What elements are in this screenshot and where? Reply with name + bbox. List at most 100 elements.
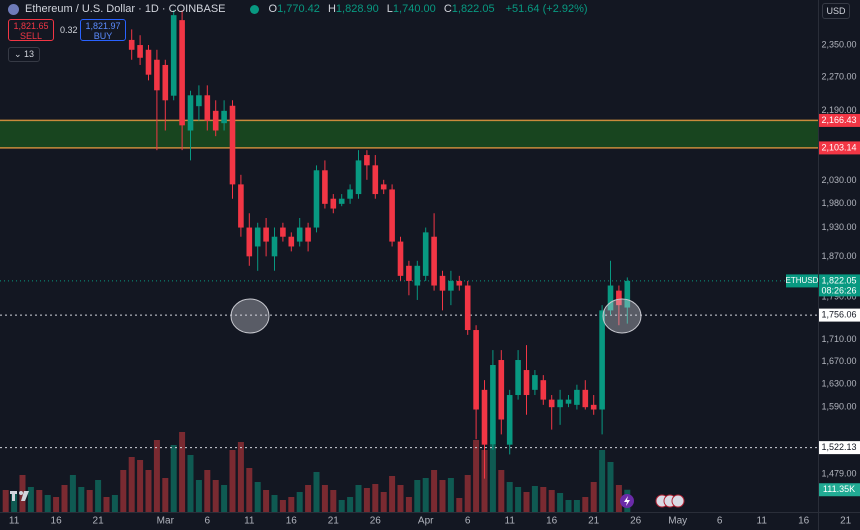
volume-bar (86, 490, 93, 512)
candle-body (590, 404, 597, 410)
volume-bar (506, 482, 513, 512)
countdown: 08:26:26 (821, 285, 856, 295)
volume-bar (204, 470, 211, 512)
buy-button[interactable]: 1,821.97 BUY (80, 19, 126, 41)
candle-body (490, 365, 496, 445)
volume-bar (313, 472, 320, 512)
axes: 11 16 21 Mar 6 11 16 21 26 Apr 6 11 16 21 26 May 6 11 16 21… (9, 39, 860, 527)
x-tick-label: 16 (546, 516, 558, 527)
volume-bar (607, 462, 614, 512)
symbol-title[interactable]: Ethereum / U.S. Dollar · 1D · COINBASE (25, 3, 226, 15)
volume-bar (120, 470, 127, 512)
volume-bar (36, 490, 43, 512)
candle-body (128, 39, 135, 50)
ohlc-value: 1,828.90 (335, 3, 379, 15)
volume-bar (212, 480, 219, 512)
candle-body (557, 399, 563, 408)
trade-panel: 1,821.65 SELL 0.32 1,821.97 BUY (8, 19, 126, 41)
candle-body (137, 45, 143, 58)
candle-body (355, 160, 362, 195)
candle-body (473, 330, 479, 410)
indicators-toggle[interactable]: ⌄ 13 (8, 47, 41, 62)
volume-bar (473, 440, 480, 512)
volume-bar (246, 468, 253, 512)
volume-bar (53, 497, 60, 512)
volume-bar (565, 500, 572, 512)
ohlc-values: O1,770.42 H1,828.90 L1,740.00 C1,822.05 (269, 3, 500, 15)
candle-body (330, 198, 337, 209)
volume-bar (422, 478, 429, 512)
volume-bar (11, 492, 18, 512)
candle-body (380, 184, 387, 190)
zone-top-label-bg (819, 113, 860, 127)
volume-bar (27, 487, 34, 512)
volume-bar (279, 500, 286, 512)
y-tick-label: 2,270.00 (821, 72, 856, 82)
symbol-tag: ETHUSD (786, 276, 819, 285)
volume-bar (44, 495, 51, 512)
x-tick-label: 11 (757, 516, 768, 527)
candle-body (162, 64, 169, 101)
volume-bar (355, 485, 362, 512)
symbol-logo (8, 3, 19, 15)
x-tick-label: 11 (505, 516, 516, 527)
candle-body (523, 370, 530, 396)
candle-body (212, 110, 219, 131)
x-tick-label: 11 (9, 516, 20, 527)
ohlc-key: C (443, 3, 452, 15)
level-label-bg (819, 441, 860, 455)
candle-body (439, 275, 446, 291)
volume-bar (582, 497, 589, 512)
candle-body (338, 198, 345, 204)
candle-body (246, 227, 253, 257)
x-tick-label: May (668, 516, 687, 527)
volume-bar (414, 480, 421, 512)
indicator-count: 13 (24, 49, 35, 59)
volume-bar (128, 457, 135, 512)
volume-bar (162, 478, 169, 512)
volume-bar (296, 492, 303, 512)
volume-bar (447, 478, 454, 512)
candle-body (506, 395, 513, 445)
zone-top-label: 2,166.43 (821, 115, 856, 125)
volume-bar (363, 488, 370, 512)
symbol-tag-bg (786, 274, 818, 288)
x-tick-label: 16 (798, 516, 810, 527)
x-tick-label: 21 (328, 516, 340, 527)
y-tick-label: 1,630.00 (821, 379, 856, 389)
y-tick-label: 2,190.00 (821, 105, 856, 115)
volume-bar (372, 484, 379, 512)
volume-bar (557, 493, 564, 512)
volume-bar (548, 490, 555, 512)
y-tick-label: 1,479.00 (821, 469, 856, 479)
volume-bar (254, 482, 261, 512)
visibility-toggle[interactable] (249, 4, 259, 14)
candle-body (238, 184, 244, 228)
volume-bar (237, 442, 244, 512)
volume-label: 111.35K (823, 484, 855, 494)
ohlc-key: O (268, 3, 278, 15)
ohlc-value: 1,822.05 (451, 3, 495, 15)
y-tick-label: 1,590.00 (821, 402, 856, 412)
x-tick-label: 6 (465, 516, 471, 527)
candle-body (364, 155, 370, 166)
candle-body (187, 95, 194, 131)
candle-body (397, 241, 404, 276)
spread: 0.32 (60, 25, 78, 35)
sell-button[interactable]: 1,821.65 SELL (8, 19, 54, 41)
candle-body (624, 280, 631, 308)
last-price-label-bg (819, 274, 860, 297)
sell-label: SELL (19, 31, 43, 41)
candle-body (431, 236, 437, 286)
buy-price: 1,821.97 (85, 21, 121, 31)
candle-body (196, 95, 202, 107)
candle-body (448, 280, 454, 291)
candle-body (464, 285, 471, 331)
volume-bar (590, 482, 597, 512)
candle-body (254, 227, 261, 247)
volume-bar (439, 480, 446, 512)
currency-button[interactable]: USD (822, 3, 850, 19)
y-tick-label: 1,870.00 (821, 251, 856, 261)
volume-bar (397, 485, 404, 512)
